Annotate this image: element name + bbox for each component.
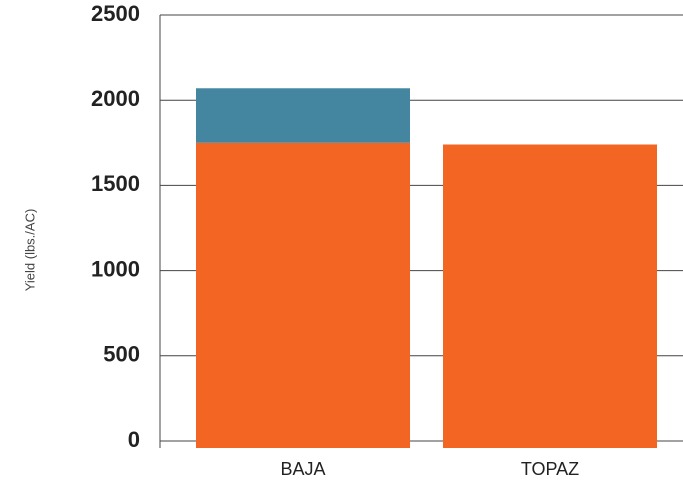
y-tick-label: 1500 [91, 171, 140, 196]
y-axis-label: Yield (lbs./AC) [22, 209, 37, 292]
y-tick-label: 2000 [91, 86, 140, 111]
x-tick-label: BAJA [280, 459, 325, 479]
x-tick-label: TOPAZ [521, 459, 579, 479]
y-tick-label: 2500 [91, 1, 140, 26]
y-tick-label: 1000 [91, 256, 140, 281]
bar-segment [196, 88, 410, 143]
y-tick-label: 0 [128, 427, 140, 452]
bar-segment [443, 144, 657, 448]
y-tick-label: 500 [103, 342, 140, 367]
bar-segment [196, 142, 410, 449]
